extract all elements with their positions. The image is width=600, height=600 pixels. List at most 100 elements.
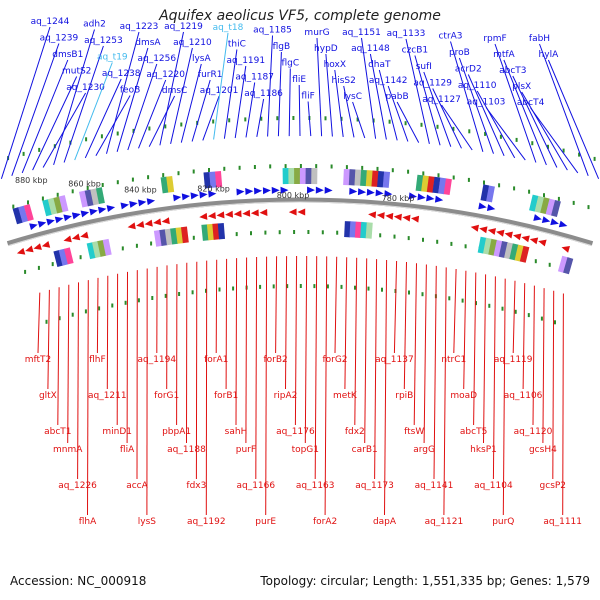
top-label-connector [334,69,344,137]
tick-dot [264,230,267,235]
top-label-connector [180,63,202,143]
top-label-connector [387,85,409,142]
minus-strand-gene [80,231,89,239]
bottom-label-connector [334,256,338,354]
tick-dot [557,196,560,201]
minus-strand-gene [538,239,547,247]
cog-feature-block [206,223,215,241]
bottom-label-connector [87,280,89,516]
cog-feature-block [299,167,306,185]
bottom-gene-label: forG2 [322,355,347,365]
bottom-gene-label: carB1 [352,445,378,455]
bottom-label-connector [57,287,60,426]
plus-strand-gene [138,199,147,207]
top-label-connector [361,37,377,139]
tick-dot [464,244,467,249]
top-gene-label: dmsA [135,38,161,48]
tick-dot [51,262,54,267]
tick-dot [367,286,370,291]
tick-dot [111,303,114,308]
bottom-gene-label: fdx3 [186,481,206,491]
minus-strand-gene [376,212,385,220]
bottom-gene-label: forA2 [313,517,337,527]
tick-dot [79,255,82,260]
tick-dot [422,237,424,242]
tick-dot [498,183,501,188]
plus-strand-gene [245,188,254,195]
genome-summary-text: Topology: circular; Length: 1,551,335 bp… [260,574,590,588]
top-label-connector [245,82,256,138]
bottom-label-connector [443,267,447,516]
tick-dot [260,116,263,121]
cog-feature-block [551,200,561,217]
bottom-label-connector [215,259,218,354]
plus-strand-gene [271,186,280,194]
tick-dot [528,189,531,194]
tick-dot [407,236,410,241]
figure-title: Aquifex aeolicus VF5, complete genome [159,8,441,24]
bottom-gene-label: aq_1163 [296,481,335,491]
minus-strand-gene [199,212,208,220]
tick-dot [562,148,565,153]
cog-feature-block [365,222,373,239]
bottom-gene-label: aq_1192 [187,517,226,527]
cog-feature-block [23,204,34,222]
bottom-gene-label: fdx2 [345,427,365,437]
top-label-connector [116,47,149,152]
plus-strand-gene [375,189,384,197]
tick-dot [313,284,316,289]
plus-strand-gene [426,194,435,202]
top-gene-label: flgC [281,59,299,69]
bottom-gene-label: ftsW [404,427,424,437]
top-label-connector [530,107,579,174]
tick-dot [450,241,453,246]
top-label-connector [405,38,430,145]
bottom-label-connector [384,259,388,516]
bottom-label-connector [235,258,238,426]
plus-strand-gene [384,190,393,197]
bottom-gene-label: ntrC1 [441,355,466,365]
plus-strand-gene [46,218,55,226]
tick-dot [475,301,477,306]
tick-dot [540,316,543,321]
bottom-gene-label: purQ [492,517,514,527]
tick-dot [45,319,48,324]
top-gene-label: aq_1238 [102,69,141,79]
tick-dot [100,134,103,139]
cog-feature-block [365,170,373,187]
bottom-label-connector [413,263,417,426]
bottom-label-connector [324,256,328,516]
bottom-gene-label: aq_1194 [137,355,176,365]
tick-dot [116,180,119,185]
tick-dot [212,119,215,124]
tick-dot [531,141,534,146]
tick-dot [330,164,333,169]
plus-strand-gene [208,190,217,198]
tick-dot [534,259,537,264]
cog-feature-block [349,221,357,238]
tick-dot [191,290,194,295]
top-label-connector [467,74,505,157]
tick-dot [345,165,348,170]
tick-dot [326,284,329,289]
tick-dot [554,320,556,325]
bottom-label-connector [225,258,228,390]
bottom-label-connector [512,280,516,354]
cog-feature-block [509,243,519,261]
cog-feature-block [498,241,509,258]
plus-strand-gene [120,202,129,210]
cog-feature-block [504,242,514,260]
top-gene-label: furR1 [198,70,223,80]
bottom-gene-label: aq_1188 [167,445,206,455]
bottom-label-connector [433,265,437,480]
tick-dot [24,269,27,274]
top-gene-label: fliE [292,75,306,85]
cog-feature-block [483,237,492,255]
plus-strand-gene [262,187,271,195]
tick-dot [223,166,226,171]
scale-label: 840 kbp [124,186,157,195]
cog-feature-block [443,178,452,196]
tick-dot [292,116,295,120]
bottom-gene-label: flhA [79,517,97,527]
